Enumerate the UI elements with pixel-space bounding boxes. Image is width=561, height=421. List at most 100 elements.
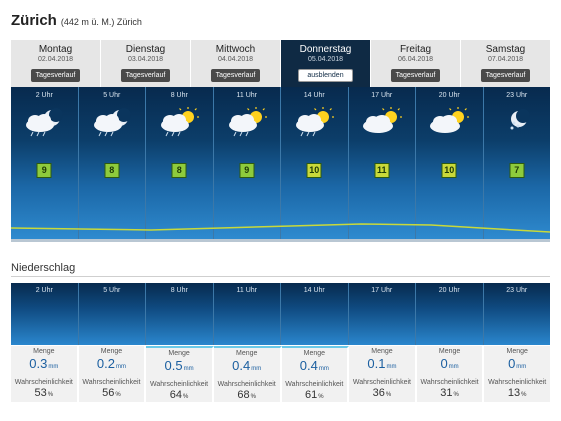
night-cloud-rain-icon (26, 108, 64, 137)
precip-column: 20 Uhr (416, 283, 484, 345)
probability-unit: % (115, 392, 121, 398)
tagesverlauf-button[interactable]: Tagesverlauf (120, 69, 171, 82)
amount-value: 0.2mm (79, 356, 145, 375)
hourly-column: 14 Uhr 10 (281, 87, 349, 240)
probability-label: Wahrscheinlichkeit (285, 381, 344, 388)
ausblenden-button[interactable]: ausblenden (298, 69, 353, 82)
day-name: Mittwoch (215, 44, 256, 55)
day-date: 03.04.2018 (127, 56, 164, 63)
amount-unit: mm (386, 364, 397, 370)
temperature-badge: 10 (441, 163, 457, 178)
section-title: Niederschlag (11, 262, 76, 274)
city-name: Zürich (11, 12, 57, 29)
probability-number: 68 (237, 389, 250, 401)
probability-number: 61 (305, 389, 318, 401)
night-rain-icon (510, 109, 530, 130)
amount-label: Menge (438, 348, 461, 355)
probability-label: Wahrscheinlichkeit (150, 381, 209, 388)
precip-stat-cell: Menge 0mm Wahrscheinlichkeit 13% (484, 346, 550, 402)
precip-column: 8 Uhr (146, 283, 214, 345)
amount-label: Menge (33, 348, 55, 355)
precip-column: 11 Uhr (214, 283, 281, 345)
day-name: Dienstag (125, 44, 166, 55)
temperature-trend-line (11, 223, 550, 233)
precip-stat-cell: Menge 0.4mm Wahrscheinlichkeit 61% (281, 346, 350, 402)
sun-cloud-rain-icon (228, 107, 267, 137)
hour-label: 23 Uhr (506, 92, 528, 99)
hour-label: 14 Uhr (303, 287, 325, 294)
amount-number: 0.4 (232, 358, 251, 373)
hour-label: 8 Uhr (170, 287, 188, 294)
probability-value: 31% (417, 387, 483, 402)
probability-value: 36% (349, 387, 415, 402)
hourly-column: 23 Uhr 7 (484, 87, 551, 240)
precip-column: 2 Uhr (11, 283, 79, 345)
hour-label: 2 Uhr (35, 92, 53, 99)
probability-number: 56 (102, 387, 115, 399)
tagesverlauf-button[interactable]: Tagesverlauf (480, 69, 531, 82)
day-tabs: Montag 02.04.2018 Tagesverlauf Dienstag … (11, 40, 550, 87)
precip-stat-cell: Menge 0.2mm Wahrscheinlichkeit 56% (78, 346, 147, 402)
divider (11, 276, 550, 277)
day-tab[interactable]: Montag 02.04.2018 Tagesverlauf (11, 40, 101, 87)
hour-label: 14 Uhr (303, 92, 325, 99)
amount-label: Menge (100, 348, 123, 355)
day-tab[interactable]: Mittwoch 04.04.2018 Tagesverlauf (191, 40, 281, 87)
precipitation-stats: Menge 0.3mm Wahrscheinlichkeit 53% Menge… (11, 346, 550, 402)
amount-number: 0 (440, 356, 448, 371)
sun-cloud-rain-icon (296, 107, 335, 137)
panel-bottom-strip (11, 239, 550, 242)
sun-cloud-icon (430, 107, 470, 133)
precip-stat-cell: Menge 0.5mm Wahrscheinlichkeit 64% (146, 346, 214, 402)
amount-value: 0mm (484, 356, 550, 375)
probability-label: Wahrscheinlichkeit (217, 381, 276, 388)
day-tab-active[interactable]: Donnerstag 05.04.2018 ausblenden (281, 40, 371, 87)
day-date: 04.04.2018 (217, 56, 254, 63)
day-tab[interactable]: Dienstag 03.04.2018 Tagesverlauf (101, 40, 191, 87)
sun-cloud-icon (362, 107, 402, 133)
probability-unit: % (385, 392, 392, 398)
amount-unit: mm (516, 364, 527, 370)
hourly-column: 17 Uhr 11 (349, 87, 416, 240)
hour-label: 23 Uhr (506, 287, 528, 294)
hourly-column: 8 Uhr 8 (146, 87, 214, 240)
hour-label: 17 Uhr (371, 287, 393, 294)
tagesverlauf-button[interactable]: Tagesverlauf (390, 69, 441, 82)
precip-stat-cell: Menge 0.4mm Wahrscheinlichkeit 68% (213, 346, 282, 402)
probability-unit: % (318, 394, 324, 400)
night-cloud-rain-icon (93, 108, 131, 137)
day-tab[interactable]: Samstag 07.04.2018 Tagesverlauf (461, 40, 550, 87)
day-tab[interactable]: Freitag 06.04.2018 Tagesverlauf (371, 40, 461, 87)
probability-label: Wahrscheinlichkeit (352, 379, 411, 386)
amount-number: 0.4 (299, 358, 318, 373)
amount-value: 0mm (417, 356, 483, 375)
amount-label: Menge (235, 350, 258, 357)
amount-number: 0.2 (96, 356, 115, 371)
hourly-column: 20 Uhr 10 (416, 87, 484, 240)
location-meta: (442 m ü. M.) Zürich (60, 17, 142, 27)
hour-label: 20 Uhr (438, 92, 460, 99)
probability-value: 53% (11, 387, 77, 402)
day-date: 06.04.2018 (397, 56, 434, 63)
amount-number: 0.5 (164, 358, 183, 373)
day-date: 05.04.2018 (307, 56, 344, 63)
temperature-badge: 9 (36, 163, 52, 178)
precip-stat-cell: Menge 0.3mm Wahrscheinlichkeit 53% (11, 346, 79, 402)
precip-stat-cell: Menge 0mm Wahrscheinlichkeit 31% (416, 346, 485, 402)
hour-label: 11 Uhr (236, 92, 258, 99)
precip-column: 17 Uhr (349, 283, 416, 345)
day-name: Montag (38, 44, 73, 55)
day-date: 02.04.2018 (37, 56, 74, 63)
probability-number: 13 (507, 387, 521, 399)
precip-column: 23 Uhr (484, 283, 551, 345)
tagesverlauf-button[interactable]: Tagesverlauf (30, 69, 81, 82)
amount-number: 0 (508, 356, 516, 371)
tagesverlauf-button[interactable]: Tagesverlauf (210, 69, 261, 82)
probability-label: Wahrscheinlichkeit (14, 379, 73, 386)
hourly-forecast-panel: 2 Uhr 9 5 Uhr 8 8 Uhr 8 11 Uhr (11, 87, 550, 240)
hourly-column: 5 Uhr 8 (79, 87, 146, 240)
amount-value: 0.5mm (146, 358, 212, 377)
hour-label: 17 Uhr (371, 92, 393, 99)
probability-unit: % (250, 394, 256, 400)
hour-label: 11 Uhr (236, 287, 258, 294)
